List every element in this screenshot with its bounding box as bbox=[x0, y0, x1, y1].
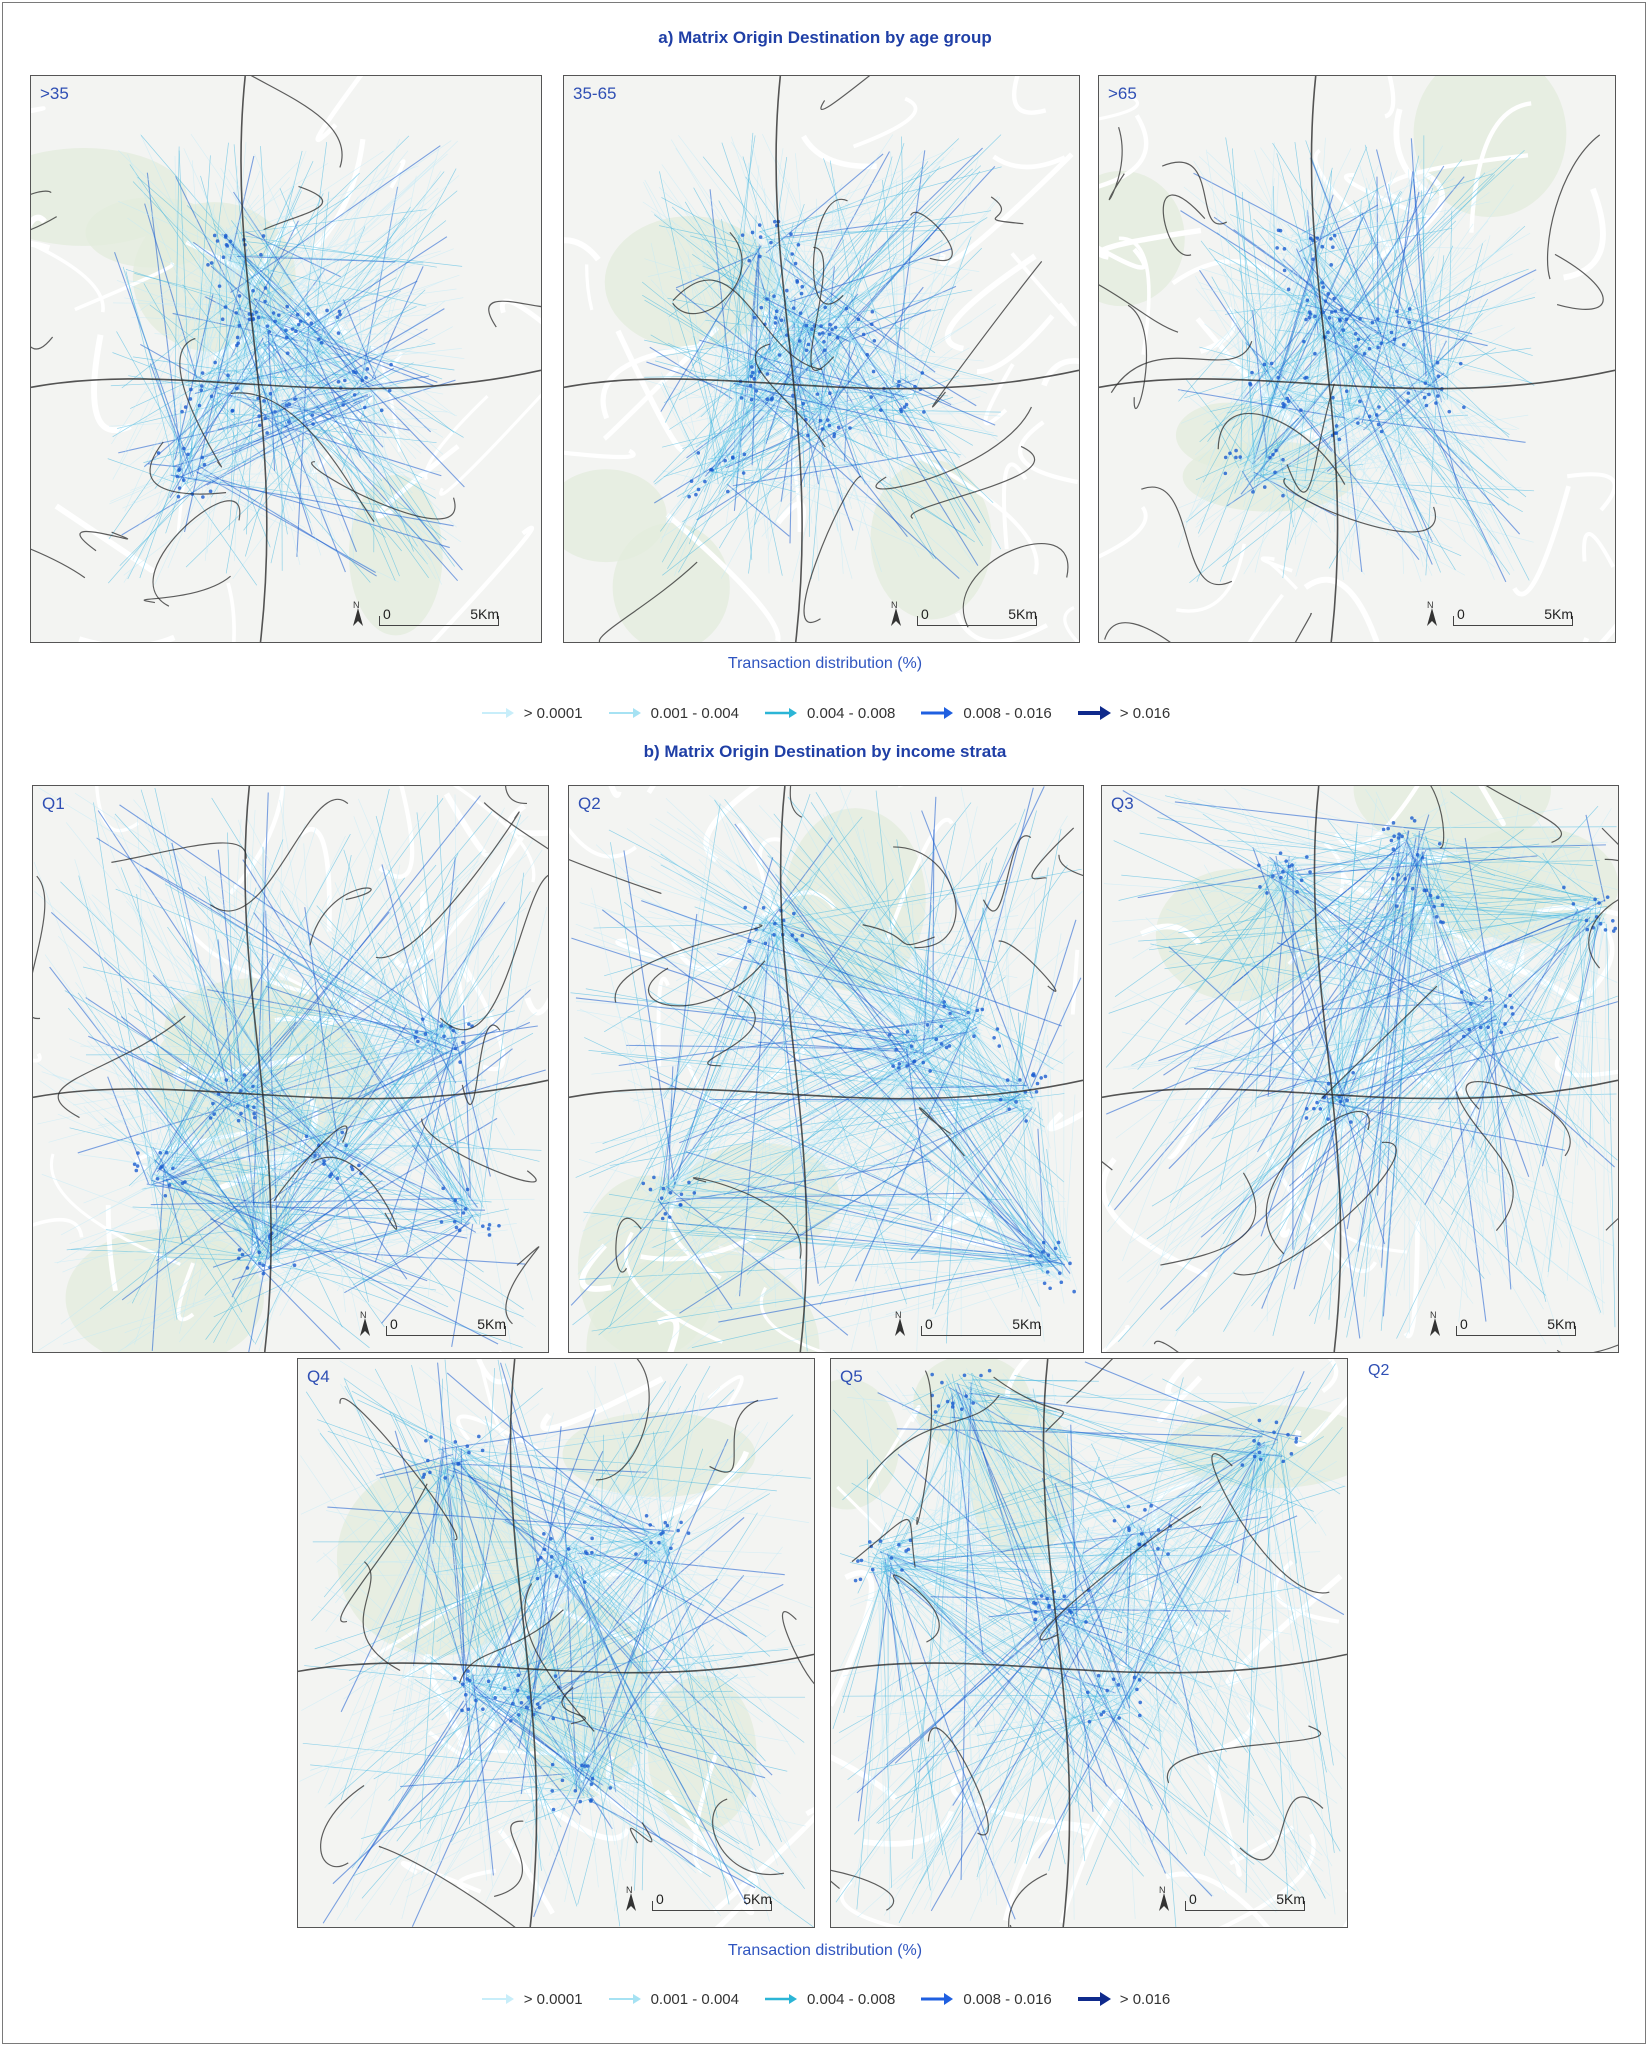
scale-bar: 0 5Km bbox=[379, 594, 499, 634]
panel-label: Q4 bbox=[307, 1367, 330, 1386]
map-canvas bbox=[31, 76, 541, 642]
scale-bar: 0 5Km bbox=[1456, 1304, 1576, 1344]
legend-item: 0.004 - 0.008 bbox=[763, 1991, 895, 2008]
map-panel-income-q4: Q4 N 0 5Km bbox=[297, 1358, 815, 1928]
flow-arrow-icon bbox=[608, 1994, 641, 2004]
scale-bar: 0 5Km bbox=[652, 1879, 772, 1919]
map-canvas bbox=[298, 1359, 814, 1927]
scale-bar: 0 5Km bbox=[921, 1304, 1041, 1344]
flow-arrow-icon bbox=[921, 1993, 954, 2005]
legend-item: 0.008 - 0.016 bbox=[919, 1991, 1052, 2008]
legend-item: 0.001 - 0.004 bbox=[607, 1991, 739, 2008]
panel-label: >65 bbox=[1108, 84, 1137, 103]
map-canvas bbox=[1102, 786, 1618, 1352]
legend-item: 0.004 - 0.008 bbox=[763, 705, 895, 722]
scale-bar: 0 5Km bbox=[1185, 1879, 1305, 1919]
flow-arrow-icon bbox=[764, 708, 797, 718]
north-arrow-icon: N bbox=[893, 1310, 907, 1338]
map-canvas bbox=[33, 786, 548, 1352]
north-arrow-icon: N bbox=[358, 1310, 372, 1338]
legend-item: 0.008 - 0.016 bbox=[919, 705, 1052, 722]
map-panel-income-q1: Q1 N 0 5Km bbox=[32, 785, 549, 1353]
legend-item: 0.001 - 0.004 bbox=[607, 705, 739, 722]
map-panel-income-q5: Q5 N 0 5Km bbox=[830, 1358, 1348, 1928]
map-canvas bbox=[569, 786, 1083, 1352]
panel-label: 35-65 bbox=[573, 84, 617, 103]
flow-arrow-icon bbox=[481, 708, 514, 718]
stray-panel-label: Q2 bbox=[1368, 1362, 1390, 1379]
section-a-title: a) Matrix Origin Destination by age grou… bbox=[658, 28, 992, 47]
flow-arrow-icon bbox=[921, 707, 954, 719]
map-panel-age-1: >35 N 0 5Km bbox=[30, 75, 542, 643]
legend-title-a: Transaction distribution (%) bbox=[727, 655, 923, 672]
map-panel-income-q3: Q3 N 0 5Km bbox=[1101, 785, 1619, 1353]
north-arrow-icon: N bbox=[1428, 1310, 1442, 1338]
map-canvas bbox=[564, 76, 1079, 642]
scale-bar: 0 5Km bbox=[917, 594, 1037, 634]
north-arrow-icon: N bbox=[351, 600, 365, 628]
map-panel-income-q2: Q2 N 0 5Km bbox=[568, 785, 1084, 1353]
map-canvas bbox=[1099, 76, 1615, 642]
north-arrow-icon: N bbox=[889, 600, 903, 628]
section-b-title: b) Matrix Origin Destination by income s… bbox=[643, 742, 1007, 761]
legend-a: > 0.0001 0.001 - 0.004 0.004 - 0.008 0.0… bbox=[0, 700, 1650, 726]
legend-item: > 0.0001 bbox=[480, 1991, 583, 2008]
legend-title-b: Transaction distribution (%) bbox=[727, 1942, 923, 1959]
legend-item: > 0.0001 bbox=[480, 705, 583, 722]
north-arrow-icon: N bbox=[1425, 600, 1439, 628]
north-arrow-icon: N bbox=[1157, 1885, 1171, 1913]
legend-b: > 0.0001 0.001 - 0.004 0.004 - 0.008 0.0… bbox=[0, 1986, 1650, 2012]
flow-arrow-icon bbox=[481, 1994, 514, 2004]
map-panel-age-2: 35-65 N 0 5Km bbox=[563, 75, 1080, 643]
flow-arrow-icon bbox=[1077, 1992, 1111, 2006]
flow-arrow-icon bbox=[1077, 706, 1111, 720]
panel-label: Q3 bbox=[1111, 794, 1134, 813]
legend-item: > 0.016 bbox=[1076, 705, 1170, 722]
map-canvas bbox=[831, 1359, 1347, 1927]
legend-item: > 0.016 bbox=[1076, 1991, 1170, 2008]
panel-label: Q2 bbox=[578, 794, 601, 813]
panel-label: >35 bbox=[40, 84, 69, 103]
panel-label: Q5 bbox=[840, 1367, 863, 1386]
north-arrow-icon: N bbox=[624, 1885, 638, 1913]
scale-bar: 0 5Km bbox=[386, 1304, 506, 1344]
flow-arrow-icon bbox=[608, 708, 641, 718]
panel-label: Q1 bbox=[42, 794, 65, 813]
flow-arrow-icon bbox=[764, 1994, 797, 2004]
map-panel-age-3: >65 N 0 5Km bbox=[1098, 75, 1616, 643]
scale-bar: 0 5Km bbox=[1453, 594, 1573, 634]
